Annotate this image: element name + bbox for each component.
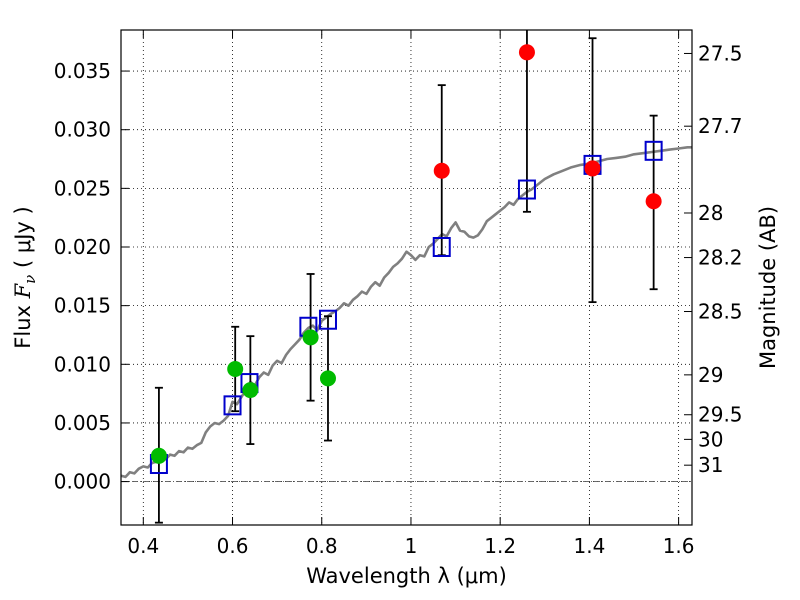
y-title-unit: ( μJy ): [11, 206, 35, 274]
right-tick-label: 29.5: [698, 403, 743, 427]
y-title-symbol: F: [11, 282, 35, 299]
y-axis-title-text: Flux Fν ( μJy ): [11, 206, 39, 348]
square-marker: [517, 179, 536, 200]
model-spectrum-line: [120, 146, 692, 479]
green-point: [227, 360, 244, 377]
green-point: [150, 447, 167, 464]
right-tick-label: 31: [698, 453, 723, 477]
red-point: [518, 44, 535, 61]
x-tick-label: 0.6: [217, 534, 249, 558]
right-tick-label: 28.2: [698, 246, 743, 270]
grid: [121, 30, 692, 525]
y-tick-label: 0.015: [54, 294, 111, 318]
x-tick-label: 1.4: [573, 534, 605, 558]
y-title-flux: Flux: [11, 298, 35, 348]
y-tick-label: 0.010: [54, 352, 111, 376]
y-tick-label: 0.000: [54, 470, 111, 494]
x-tick-label: 0.4: [127, 534, 159, 558]
model-spectrum: [120, 146, 692, 479]
green-point: [319, 370, 336, 387]
square-marker: [223, 395, 242, 416]
y-tick-label: 0.025: [54, 176, 111, 200]
data-markers: [149, 44, 663, 475]
y-tick-label: 0.035: [54, 59, 111, 83]
square-marker: [432, 237, 451, 258]
x-tick-label: 1: [405, 534, 418, 558]
y-title-subscript: ν: [21, 275, 39, 284]
square-marker: [318, 309, 337, 330]
red-point: [645, 193, 662, 210]
right-axis-title: Magnitude (AB): [756, 206, 780, 369]
x-tick-label: 0.8: [306, 534, 338, 558]
right-tick-label: 27.5: [698, 41, 743, 65]
x-axis-title: Wavelength λ (μm): [306, 564, 507, 588]
right-tick-label: 30: [698, 427, 723, 451]
y-tick-label: 0.005: [54, 411, 111, 435]
red-point: [584, 160, 601, 177]
x-tick-label: 1.6: [663, 534, 695, 558]
square-marker: [644, 140, 663, 161]
right-tick-label: 29: [698, 363, 723, 387]
y-tick-label: 0.020: [54, 235, 111, 259]
ticks: 0.4 0.6 0.8 1 1.2 1.4 1.6 0.000 0.005 0.010 0.015 0…: [54, 30, 743, 558]
y-tick-label: 0.030: [54, 118, 111, 142]
y-axis-title: Flux Fν ( μJy ): [11, 206, 39, 348]
right-tick-label: 28: [698, 201, 723, 225]
green-point: [242, 382, 259, 399]
green-point: [302, 329, 319, 346]
red-point: [433, 162, 450, 179]
x-axis-title-text: Wavelength λ (μm): [306, 564, 507, 588]
plot-frame: [120, 29, 693, 526]
error-bars: [154, 30, 658, 524]
right-tick-label: 27.7: [698, 114, 743, 138]
x-tick-label: 1.2: [484, 534, 516, 558]
right-tick-label: 28.5: [698, 300, 743, 324]
